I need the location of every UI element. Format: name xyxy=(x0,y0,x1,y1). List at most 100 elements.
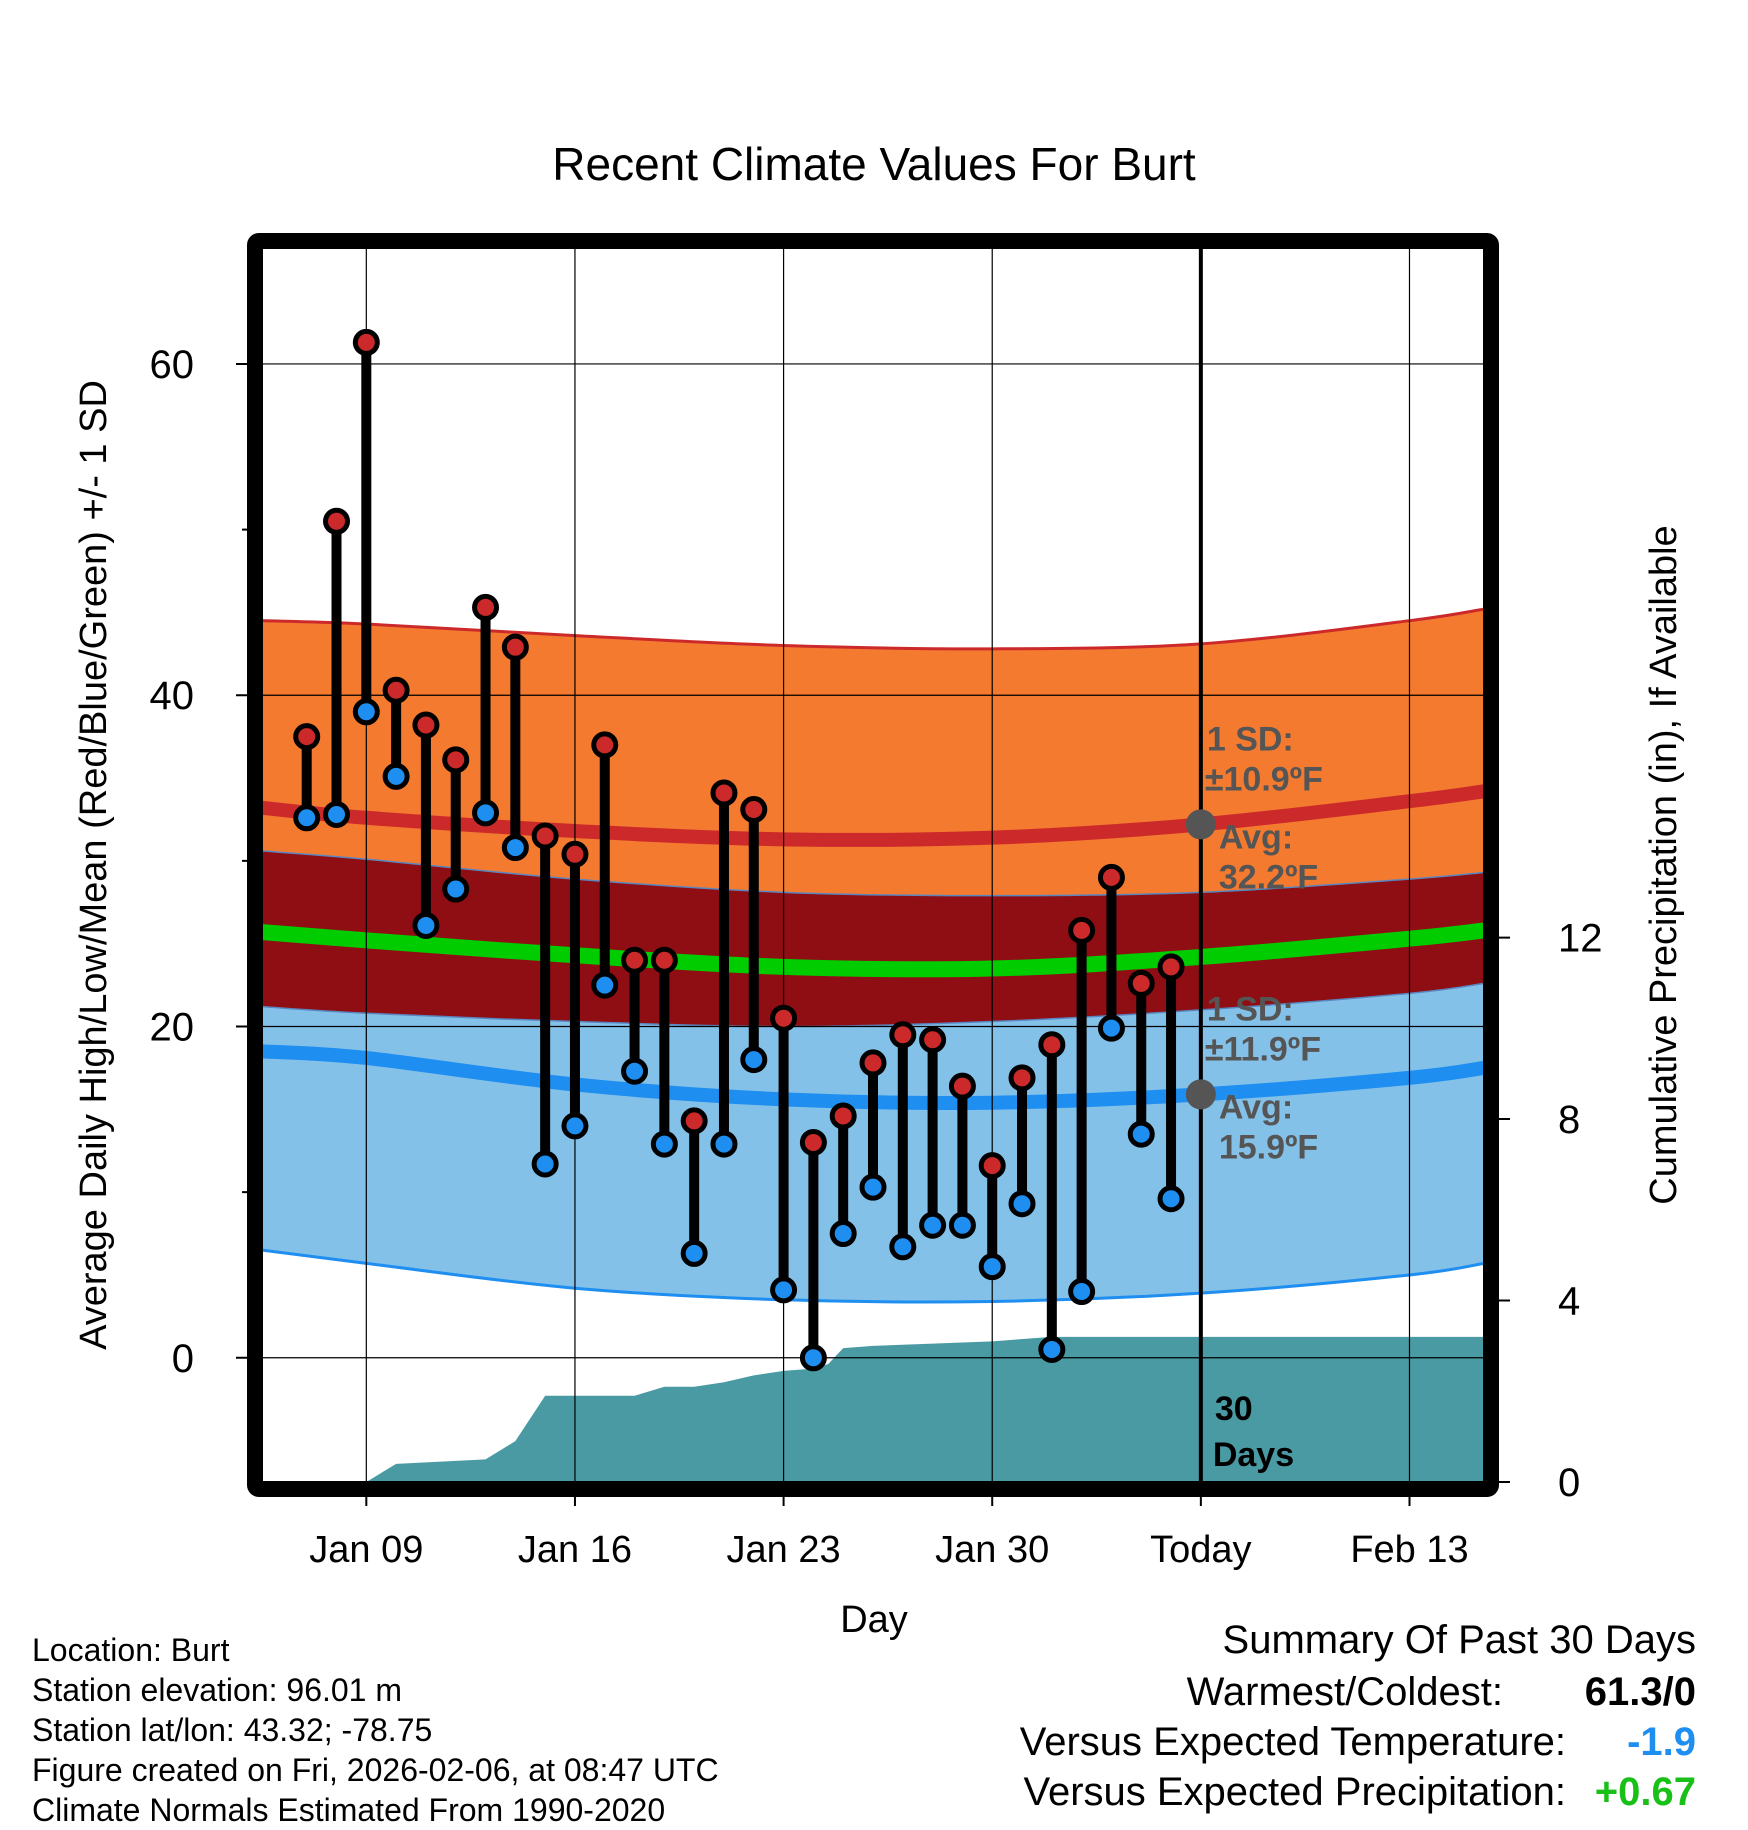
warmest-label: Warmest/Coldest: xyxy=(1186,1670,1503,1714)
low-point xyxy=(919,1211,947,1239)
chart-title: Recent Climate Values For Burt xyxy=(552,138,1196,190)
low-point xyxy=(829,1220,857,1248)
low-point xyxy=(978,1253,1006,1281)
low-sd-label: 1 SD: xyxy=(1207,990,1294,1028)
low-point xyxy=(770,1276,798,1304)
high-point xyxy=(770,1004,798,1032)
y2-tick-label: 8 xyxy=(1558,1098,1580,1142)
high-lower-edge xyxy=(262,850,1484,897)
low-point xyxy=(1008,1190,1036,1218)
low-point xyxy=(501,834,529,862)
days-label-number: 30 xyxy=(1215,1390,1253,1428)
high-point xyxy=(472,593,500,621)
high-point xyxy=(978,1152,1006,1180)
high-point xyxy=(680,1107,708,1135)
y-tick-label: 60 xyxy=(150,343,195,387)
y-tick-label: 40 xyxy=(150,674,195,718)
y2-tick-label: 4 xyxy=(1558,1280,1580,1324)
normals-text: Climate Normals Estimated From 1990-2020 xyxy=(32,1792,666,1828)
low-point xyxy=(740,1046,768,1074)
temp-value: -1.9 xyxy=(1627,1720,1696,1764)
warmest-value: 61.3/0 xyxy=(1584,1670,1696,1714)
low-point xyxy=(352,698,380,726)
x-tick-label: Jan 23 xyxy=(727,1529,841,1571)
low-point xyxy=(710,1130,738,1158)
low-point xyxy=(323,800,351,828)
y2-tick-label: 12 xyxy=(1558,917,1603,961)
low-point xyxy=(293,804,321,832)
days-label-text: Days xyxy=(1213,1436,1294,1474)
high-point xyxy=(650,946,678,974)
y-axis-label: Average Daily High/Low/Mean (Red/Blue/Gr… xyxy=(73,380,115,1350)
low-avg-value: 15.9ºF xyxy=(1219,1128,1318,1166)
high-point xyxy=(561,840,589,868)
x-tick-label: Feb 13 xyxy=(1350,1529,1468,1571)
high-avg-value: 32.2ºF xyxy=(1219,858,1318,896)
normal-high-line xyxy=(262,784,1484,847)
x-tick-label: Jan 09 xyxy=(309,1529,423,1571)
high-point xyxy=(1008,1064,1036,1092)
low-point xyxy=(561,1112,589,1140)
location-text: Location: Burt xyxy=(32,1632,230,1668)
high-upper-edge xyxy=(262,607,1484,651)
created-text: Figure created on Fri, 2026-02-06, at 08… xyxy=(32,1752,719,1788)
high-point xyxy=(1097,863,1125,891)
low-point xyxy=(1157,1185,1185,1213)
low-point xyxy=(412,911,440,939)
high-avg-label: Avg: xyxy=(1219,818,1293,856)
low-point xyxy=(1038,1335,1066,1363)
low-point xyxy=(382,762,410,790)
low-avg-label: Avg: xyxy=(1219,1088,1293,1126)
high-sd-label: 1 SD: xyxy=(1207,720,1294,758)
x-tick-label: Jan 16 xyxy=(518,1529,632,1571)
y2-axis-label: Cumulative Precipitation (in), If Availa… xyxy=(1643,525,1685,1204)
x-axis-label: Day xyxy=(840,1599,908,1641)
high-point xyxy=(1127,969,1155,997)
low-point xyxy=(621,1057,649,1085)
x-tick-label: Today xyxy=(1150,1529,1251,1571)
low-point xyxy=(472,799,500,827)
low-lower-edge xyxy=(262,1248,1484,1304)
high-point xyxy=(352,328,380,356)
normal-overlap-band xyxy=(262,850,1484,1027)
low-point xyxy=(650,1130,678,1158)
low-upper-edge xyxy=(262,982,1484,1028)
high-point xyxy=(531,822,559,850)
low-point xyxy=(442,875,470,903)
low-point xyxy=(1068,1278,1096,1306)
latlon-text: Station lat/lon: 43.32; -78.75 xyxy=(32,1712,433,1748)
high-point xyxy=(501,633,529,661)
high-sd-value: ±10.9ºF xyxy=(1205,760,1323,798)
low-point xyxy=(680,1239,708,1267)
high-point xyxy=(710,779,738,807)
high-point xyxy=(382,676,410,704)
normal-mean-line xyxy=(262,922,1484,978)
high-point xyxy=(1068,916,1096,944)
low-point xyxy=(531,1150,559,1178)
low-point xyxy=(1127,1120,1155,1148)
high-point xyxy=(591,731,619,759)
high-point xyxy=(621,946,649,974)
high-point xyxy=(740,796,768,824)
elevation-text: Station elevation: 96.01 m xyxy=(32,1672,403,1708)
y-tick-label: 20 xyxy=(150,1005,195,1049)
low-point xyxy=(948,1211,976,1239)
precip-value: +0.67 xyxy=(1594,1770,1696,1814)
y-tick-label: 0 xyxy=(172,1337,194,1381)
x-tick-label: Jan 30 xyxy=(935,1529,1049,1571)
plot-clip-group xyxy=(262,607,1484,1482)
high-point xyxy=(323,507,351,535)
y2-tick-label: 0 xyxy=(1558,1461,1580,1505)
high-point xyxy=(1038,1031,1066,1059)
low-sd-value: ±11.9ºF xyxy=(1205,1030,1321,1068)
high-point xyxy=(412,711,440,739)
precip-area xyxy=(262,1336,1484,1482)
low-point xyxy=(889,1233,917,1261)
low-avg-marker xyxy=(1185,1079,1216,1110)
low-point xyxy=(1097,1014,1125,1042)
summary-title: Summary Of Past 30 Days xyxy=(1222,1618,1696,1662)
high-point xyxy=(442,746,470,774)
high-point xyxy=(919,1026,947,1054)
